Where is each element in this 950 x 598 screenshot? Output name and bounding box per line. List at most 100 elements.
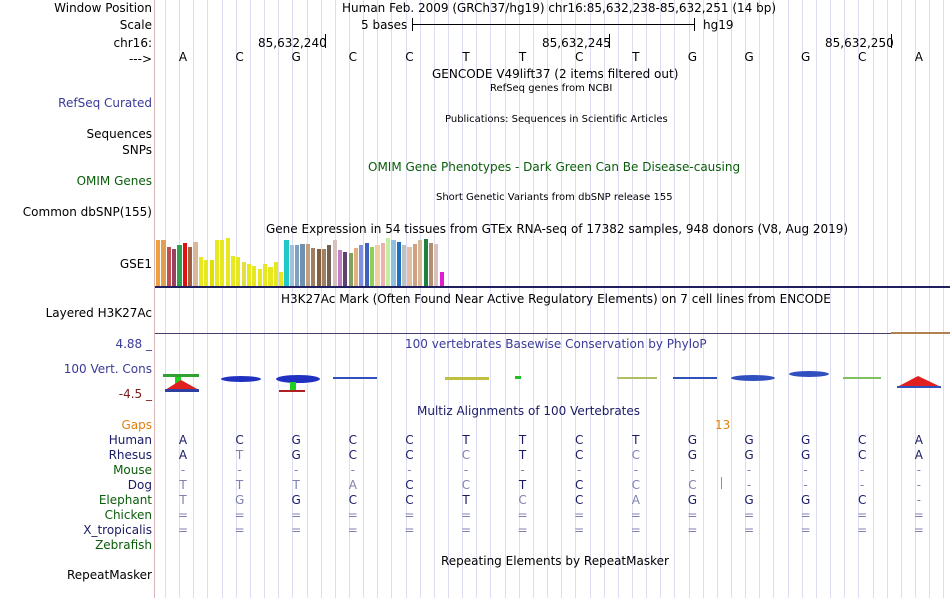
gtex-tissue-bar[interactable] [188,247,193,286]
gtex-tissue-bar[interactable] [198,257,203,286]
phylop-track-label[interactable]: 100 Vert. Cons [63,362,152,376]
gtex-tissue-bar[interactable] [337,250,343,286]
species-base: = [800,523,811,537]
gtex-tissue-bar[interactable] [230,256,236,286]
species-label[interactable]: X_tropicalis [83,523,152,537]
gtex-bar-chart[interactable] [156,238,950,288]
multiz-track-title[interactable]: Multiz Alignments of 100 Vertebrates [417,404,641,418]
species-label[interactable]: Rhesus [108,448,152,462]
gtex-tissue-bar[interactable] [364,243,369,286]
gtex-tissue-bar[interactable] [386,238,391,286]
species-base: C [461,478,471,492]
gtex-tissue-bar[interactable] [391,240,396,286]
publications-track-title[interactable]: Publications: Sequences in Scientific Ar… [445,114,668,125]
gtex-tissue-bar[interactable] [375,245,380,286]
gtex-tissue-bar[interactable] [161,240,166,286]
h3k27ac-track-label[interactable]: Layered H3K27Ac [45,306,152,320]
species-label[interactable]: Dog [127,478,152,492]
gtex-tissue-bar[interactable] [279,272,284,286]
gtex-tissue-bar[interactable] [407,247,412,286]
species-label[interactable]: Elephant [98,493,152,507]
gtex-tissue-bar[interactable] [214,240,220,286]
gtex-tissue-bar[interactable] [353,248,359,286]
gtex-tissue-bar[interactable] [305,244,310,286]
species-base: T [179,493,187,507]
grid-line [518,0,520,598]
gtex-tissue-bar[interactable] [348,253,353,286]
gtex-tissue-bar[interactable] [359,245,364,286]
gtex-tissue-bar[interactable] [396,242,401,286]
label-column-separator [154,0,155,598]
gtex-tissue-bar[interactable] [370,247,375,286]
gtex-tissue-bar[interactable] [289,245,294,286]
phylop-logo-mark [333,377,377,379]
gtex-tissue-bar[interactable] [380,243,385,286]
gtex-tissue-bar[interactable] [295,245,300,286]
gtex-track-title[interactable]: Gene Expression in 54 tissues from GTEx … [266,222,849,236]
phylop-track-title[interactable]: 100 vertebrates Basewise Conservation by… [405,337,707,351]
gtex-tissue-bar[interactable] [236,257,241,286]
species-base: G [291,493,301,507]
refseq-track-title[interactable]: RefSeq genes from NCBI [490,83,613,94]
gtex-tissue-bar[interactable] [321,249,327,286]
gtex-tissue-bar[interactable] [300,244,305,286]
refseq-track-label[interactable]: RefSeq Curated [58,96,152,110]
dbsnp-track-title[interactable]: Short Genetic Variants from dbSNP releas… [436,192,673,203]
species-label[interactable]: Zebrafish [95,538,152,552]
gtex-tissue-bar[interactable] [246,264,252,286]
gtex-tissue-bar[interactable] [284,240,289,286]
dbsnp-track-label[interactable]: Common dbSNP(155) [22,205,152,219]
omim-track-title[interactable]: OMIM Gene Phenotypes - Dark Green Can Be… [368,160,741,174]
repeatmasker-track-label[interactable]: RepeatMasker [66,568,152,582]
gencode-track-title[interactable]: GENCODE V49lift37 (2 items filtered out) [432,67,679,81]
gtex-tissue-bar[interactable] [273,262,278,286]
gtex-tissue-bar[interactable] [220,240,225,286]
species-base: C [688,478,697,492]
gtex-tissue-bar[interactable] [412,244,417,286]
species-label[interactable]: Mouse [113,463,152,477]
gtex-tissue-bar[interactable] [166,247,171,286]
gtex-tissue-bar[interactable] [182,243,187,286]
grid-line [858,0,860,598]
gtex-tissue-bar[interactable] [225,238,230,286]
gtex-tissue-bar[interactable] [439,272,444,286]
snps-track-label[interactable]: SNPs [122,143,152,157]
repeatmasker-track-title[interactable]: Repeating Elements by RepeatMasker [441,554,669,568]
gtex-tissue-bar[interactable] [241,262,246,286]
omim-track-label[interactable]: OMIM Genes [76,174,152,188]
grid-line [815,0,817,598]
gtex-tissue-bar[interactable] [172,249,177,286]
species-base: = [234,508,245,522]
phylop-logo-mark [899,376,939,386]
gtex-tissue-bar[interactable] [343,252,348,286]
gtex-tissue-bar[interactable] [311,248,316,286]
gtex-tissue-bar[interactable] [402,245,407,286]
gtex-tissue-bar[interactable] [327,245,332,286]
gtex-tissue-bar[interactable] [316,249,321,286]
gtex-tissue-bar[interactable] [156,240,161,286]
species-base: C [631,478,640,492]
gtex-tissue-bar[interactable] [209,260,214,286]
gtex-tissue-bar[interactable] [204,260,209,286]
gtex-tissue-bar[interactable] [434,244,439,286]
scale-bar-right-tick [694,18,695,31]
gtex-tissue-bar[interactable] [263,264,268,286]
gtex-tissue-bar[interactable] [418,240,423,286]
gtex-tissue-bar[interactable] [252,266,257,286]
species-label[interactable]: Chicken [104,508,152,522]
h3k27ac-track-title[interactable]: H3K27Ac Mark (Often Found Near Active Re… [281,292,831,306]
species-base: T [235,478,244,492]
gtex-track-label[interactable]: GSE1 [119,257,152,271]
gtex-tissue-bar[interactable] [257,269,262,286]
gtex-tissue-bar[interactable] [177,245,182,286]
gtex-tissue-bar[interactable] [193,242,198,286]
gtex-tissue-bar[interactable] [268,267,273,286]
gtex-tissue-bar[interactable] [332,240,337,286]
h3k27ac-signal-peak [891,332,950,334]
species-label[interactable]: Human [108,433,152,447]
coord-tick [325,34,326,48]
grid-line [801,0,803,598]
sequences-track-label[interactable]: Sequences [86,127,152,141]
gtex-tissue-bar[interactable] [428,243,434,286]
gtex-tissue-bar[interactable] [423,239,428,286]
